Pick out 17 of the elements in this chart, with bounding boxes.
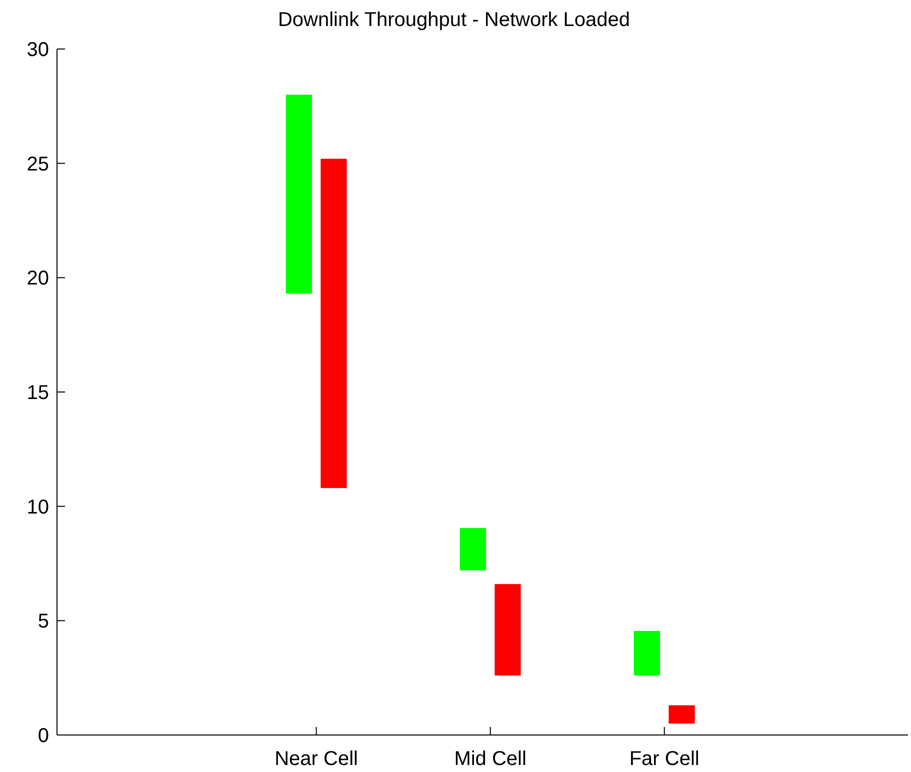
y-tick-label: 20	[26, 268, 49, 290]
y-tick-label: 15	[26, 382, 49, 404]
y-tick-label: 25	[26, 153, 49, 176]
bar	[668, 705, 695, 724]
y-tick-label: 30	[26, 39, 49, 61]
bar	[460, 528, 486, 570]
bar	[320, 158, 347, 488]
bar	[286, 94, 312, 294]
x-tick-label: Far Cell	[629, 748, 700, 770]
bar	[494, 584, 521, 676]
x-tick-label: Near Cell	[274, 748, 358, 770]
x-tick-label: Mid Cell	[454, 748, 526, 770]
chart-title: Downlink Throughput - Network Loaded	[278, 9, 630, 31]
y-tick-label: 0	[38, 725, 49, 747]
y-tick-label: 5	[38, 610, 49, 633]
bar	[634, 630, 660, 676]
y-tick-label: 10	[26, 496, 49, 518]
